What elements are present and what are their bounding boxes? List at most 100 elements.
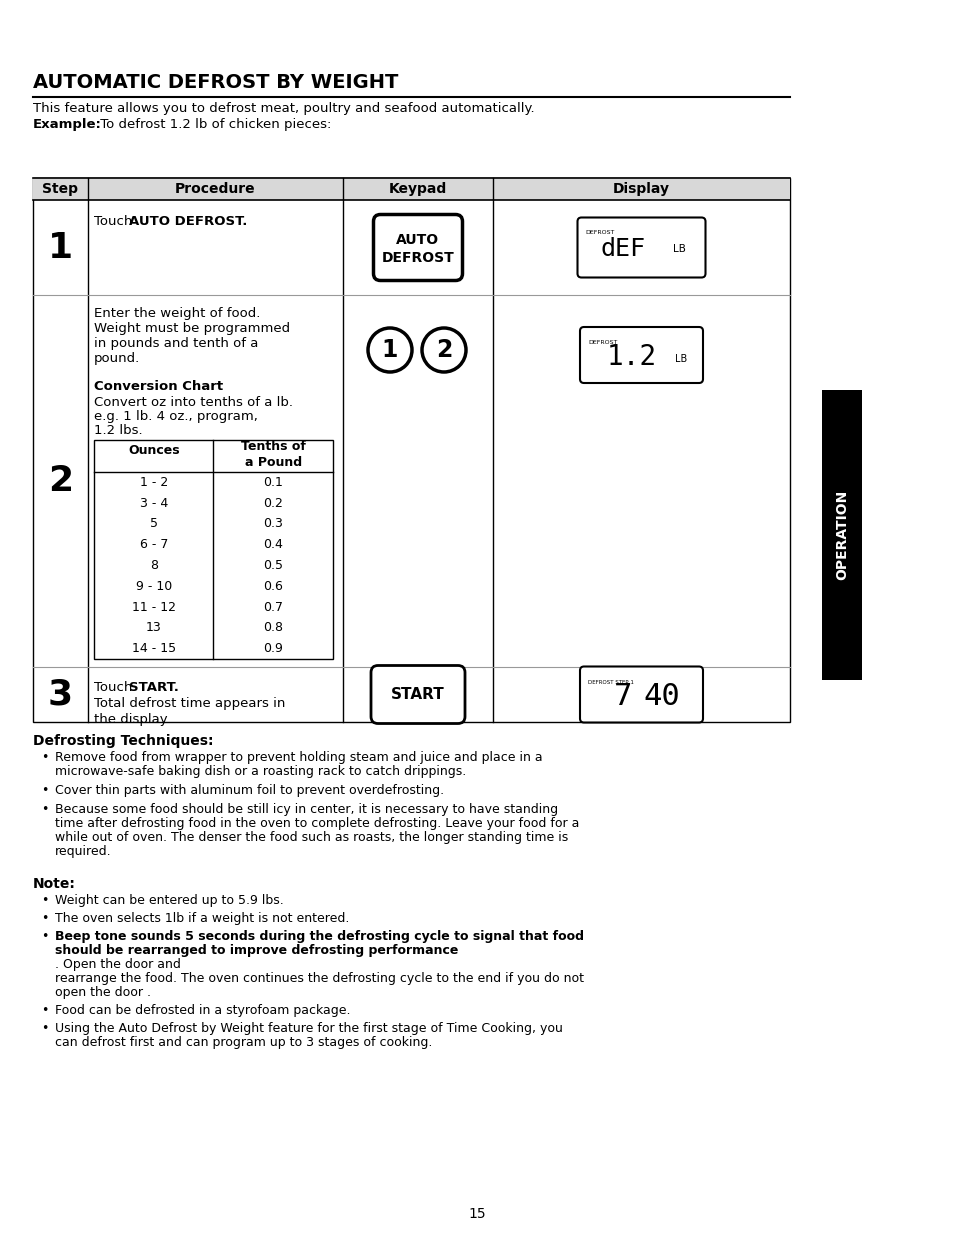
Text: Touch: Touch <box>94 681 136 694</box>
Text: Convert oz into tenths of a lb.: Convert oz into tenths of a lb. <box>94 396 293 409</box>
Text: time after defrosting food in the oven to complete defrosting. Leave your food f: time after defrosting food in the oven t… <box>55 817 578 830</box>
Text: the display.: the display. <box>94 712 170 726</box>
Bar <box>33 178 789 722</box>
Text: 15: 15 <box>468 1207 485 1220</box>
Text: 0.5: 0.5 <box>263 559 283 572</box>
Text: •: • <box>41 784 49 797</box>
Text: 9 - 10: 9 - 10 <box>135 580 172 592</box>
Bar <box>821 390 862 680</box>
Text: •: • <box>41 803 49 817</box>
Text: dEF: dEF <box>600 238 645 261</box>
Text: •: • <box>41 1022 49 1035</box>
Text: DEFROST: DEFROST <box>585 230 615 235</box>
Text: Enter the weight of food.: Enter the weight of food. <box>94 307 260 320</box>
Text: Note:: Note: <box>33 877 76 891</box>
Text: 3 - 4: 3 - 4 <box>139 497 168 509</box>
Text: •: • <box>41 895 49 907</box>
Text: should be rearranged to improve defrosting performance: should be rearranged to improve defrosti… <box>55 944 457 957</box>
Text: Display: Display <box>613 182 669 196</box>
Text: This feature allows you to defrost meat, poultry and seafood automatically.: This feature allows you to defrost meat,… <box>33 102 534 115</box>
Text: 1.2 lbs.: 1.2 lbs. <box>94 424 143 437</box>
Text: while out of oven. The denser the food such as roasts, the longer standing time : while out of oven. The denser the food s… <box>55 831 568 844</box>
FancyBboxPatch shape <box>374 214 462 280</box>
Text: Example:: Example: <box>33 118 102 131</box>
Text: Keypad: Keypad <box>389 182 447 196</box>
Text: AUTO DEFROST.: AUTO DEFROST. <box>129 216 247 228</box>
Text: AUTO: AUTO <box>396 233 439 247</box>
Text: 3: 3 <box>48 678 73 711</box>
Text: . Open the door and: . Open the door and <box>55 958 181 971</box>
Text: START.: START. <box>129 681 178 694</box>
Text: 0.2: 0.2 <box>263 497 283 509</box>
Text: •: • <box>41 1004 49 1017</box>
Text: 0.1: 0.1 <box>263 476 283 489</box>
Text: Procedure: Procedure <box>175 182 255 196</box>
Text: Conversion Chart: Conversion Chart <box>94 380 223 393</box>
Text: LB: LB <box>675 354 687 364</box>
Text: 7: 7 <box>614 681 632 711</box>
Text: 0.4: 0.4 <box>263 538 283 551</box>
Text: DEFROST: DEFROST <box>587 339 617 344</box>
Bar <box>94 440 333 659</box>
Text: 6 - 7: 6 - 7 <box>139 538 168 551</box>
Text: 11 - 12: 11 - 12 <box>132 601 175 613</box>
Text: Using the Auto Defrost by Weight feature for the first stage of Time Cooking, yo: Using the Auto Defrost by Weight feature… <box>55 1022 562 1035</box>
Text: Step: Step <box>43 182 78 196</box>
Text: can defrost first and can program up to 3 stages of cooking.: can defrost first and can program up to … <box>55 1036 432 1049</box>
Text: 40: 40 <box>642 681 679 711</box>
Text: 1: 1 <box>48 230 73 264</box>
Text: DEFROST: DEFROST <box>381 250 454 264</box>
Text: Ounces: Ounces <box>128 444 179 456</box>
Text: 2: 2 <box>436 338 452 362</box>
Text: The oven selects 1lb if a weight is not entered.: The oven selects 1lb if a weight is not … <box>55 912 349 926</box>
Text: LB: LB <box>673 244 685 254</box>
Text: DEFROST STEP 1: DEFROST STEP 1 <box>587 679 633 684</box>
Text: •: • <box>41 930 49 943</box>
Text: AUTOMATIC DEFROST BY WEIGHT: AUTOMATIC DEFROST BY WEIGHT <box>33 73 398 92</box>
Text: open the door .: open the door . <box>55 986 151 999</box>
Text: OPERATION: OPERATION <box>834 489 848 580</box>
Text: Weight must be programmed: Weight must be programmed <box>94 322 290 335</box>
Text: Food can be defrosted in a styrofoam package.: Food can be defrosted in a styrofoam pac… <box>55 1004 350 1017</box>
FancyBboxPatch shape <box>579 327 702 383</box>
Text: Defrosting Techniques:: Defrosting Techniques: <box>33 733 213 748</box>
FancyBboxPatch shape <box>577 218 705 278</box>
Text: microwave-safe baking dish or a roasting rack to catch drippings.: microwave-safe baking dish or a roasting… <box>55 764 466 778</box>
Text: Weight can be entered up to 5.9 lbs.: Weight can be entered up to 5.9 lbs. <box>55 895 283 907</box>
Text: 1.2: 1.2 <box>606 343 656 370</box>
Text: 0.3: 0.3 <box>263 518 283 530</box>
Text: •: • <box>41 912 49 926</box>
Text: 5: 5 <box>150 518 157 530</box>
FancyBboxPatch shape <box>579 667 702 722</box>
Text: e.g. 1 lb. 4 oz., program,: e.g. 1 lb. 4 oz., program, <box>94 410 257 422</box>
Text: 0.8: 0.8 <box>263 621 283 634</box>
Text: Remove food from wrapper to prevent holding steam and juice and place in a: Remove food from wrapper to prevent hold… <box>55 751 542 764</box>
Text: Tenths of: Tenths of <box>240 440 305 452</box>
Text: 2: 2 <box>48 463 73 498</box>
Circle shape <box>368 328 412 372</box>
Text: 8: 8 <box>150 559 157 572</box>
Text: Beep tone sounds 5 seconds during the defrosting cycle to signal that food: Beep tone sounds 5 seconds during the de… <box>55 930 583 943</box>
Text: 0.9: 0.9 <box>263 642 283 655</box>
Text: rearrange the food. The oven continues the defrosting cycle to the end if you do: rearrange the food. The oven continues t… <box>55 973 583 985</box>
Text: a Pound: a Pound <box>244 456 301 468</box>
Text: START: START <box>391 686 444 703</box>
Text: Total defrost time appears in: Total defrost time appears in <box>94 698 285 710</box>
Text: 14 - 15: 14 - 15 <box>132 642 175 655</box>
Text: 1: 1 <box>381 338 397 362</box>
Text: 13: 13 <box>146 621 161 634</box>
Text: required.: required. <box>55 845 112 857</box>
Text: Touch: Touch <box>94 216 136 228</box>
Text: Because some food should be still icy in center, it is necessary to have standin: Because some food should be still icy in… <box>55 803 558 817</box>
Text: 1 - 2: 1 - 2 <box>139 476 168 489</box>
Text: 0.7: 0.7 <box>263 601 283 613</box>
Text: 0.6: 0.6 <box>263 580 283 592</box>
Bar <box>33 178 789 199</box>
Text: Cover thin parts with aluminum foil to prevent overdefrosting.: Cover thin parts with aluminum foil to p… <box>55 784 444 797</box>
Text: •: • <box>41 751 49 764</box>
FancyBboxPatch shape <box>371 665 464 724</box>
Text: pound.: pound. <box>94 352 140 366</box>
Circle shape <box>421 328 465 372</box>
Text: To defrost 1.2 lb of chicken pieces:: To defrost 1.2 lb of chicken pieces: <box>96 118 331 131</box>
Text: in pounds and tenth of a: in pounds and tenth of a <box>94 337 258 349</box>
